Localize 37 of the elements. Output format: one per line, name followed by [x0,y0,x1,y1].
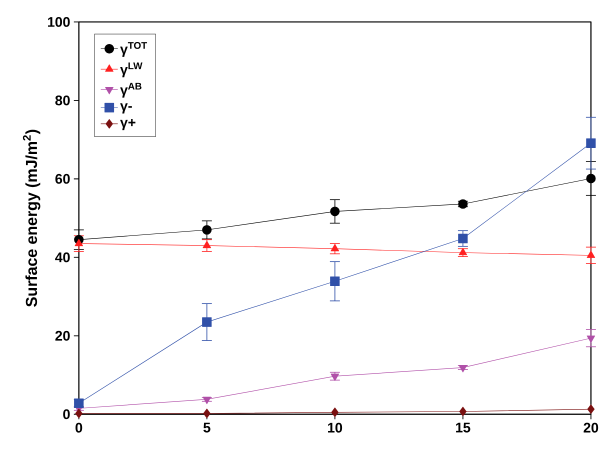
point [331,407,339,417]
point [330,374,340,381]
y-tick-label: 100 [48,16,70,27]
point [458,364,468,372]
y-tick-label: 20 [55,330,70,341]
point [586,336,596,343]
x-tick-label: 15 [456,422,470,432]
point [203,408,211,418]
y-tick-label: 40 [55,252,70,262]
legend-label: γ$^{TOT}$ [120,42,148,57]
x-tick-label: 10 [328,422,342,433]
point [75,408,83,418]
point [330,244,340,252]
point [459,406,467,416]
legend-label: γ$^{AB}$ [120,82,142,98]
point [202,240,212,248]
y-tick-label: 0 [63,409,70,420]
point [202,317,212,327]
point [586,174,596,184]
y-axis-title: Surface energy (mJ/m$^{2}$) [22,130,40,307]
y-tick-label: 80 [55,95,70,106]
legend-label: γ+ [120,118,136,130]
point [202,396,212,404]
point [586,250,596,258]
legend-label: γ$^{LW}$ [120,62,142,78]
x-tick-label: 20 [584,422,598,433]
point [330,276,340,286]
point [330,206,340,216]
point [587,404,595,414]
point [586,138,596,148]
point [202,225,212,235]
legend-label: γ- [120,103,132,114]
point [458,234,468,244]
point [74,238,84,246]
x-tick-label: 5 [203,422,210,432]
x-tick-label: 0 [76,422,82,433]
y-tick-label: 60 [55,174,70,184]
